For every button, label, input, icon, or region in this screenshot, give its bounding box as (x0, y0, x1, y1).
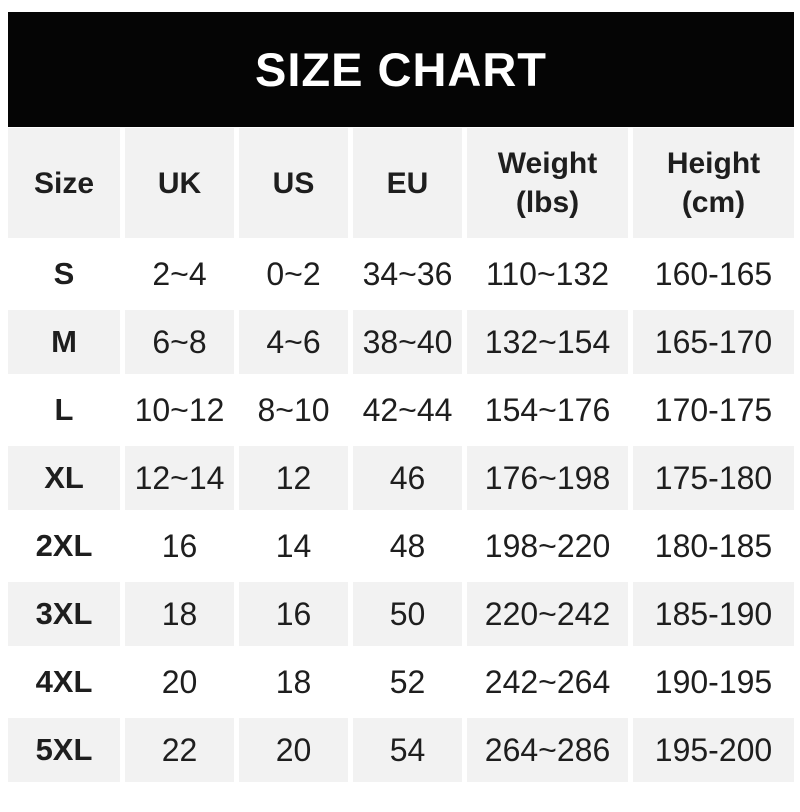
size-chart-banner: SIZE CHART (8, 12, 794, 127)
cell-size: 4XL (8, 650, 120, 714)
cell-us: 16 (239, 582, 348, 646)
cell-eu: 42~44 (353, 378, 462, 442)
page-title: SIZE CHART (255, 43, 547, 96)
cell-eu: 46 (353, 446, 462, 510)
cell-size: L (8, 378, 120, 442)
cell-weight: 176~198 (467, 446, 628, 510)
cell-height: 190-195 (633, 650, 794, 714)
cell-uk: 2~4 (125, 242, 234, 306)
cell-eu: 38~40 (353, 310, 462, 374)
cell-us: 8~10 (239, 378, 348, 442)
cell-weight: 242~264 (467, 650, 628, 714)
cell-us: 4~6 (239, 310, 348, 374)
cell-uk: 20 (125, 650, 234, 714)
header-cell-eu: EU (353, 128, 462, 238)
cell-weight: 220~242 (467, 582, 628, 646)
cell-uk: 12~14 (125, 446, 234, 510)
cell-eu: 52 (353, 650, 462, 714)
cell-us: 18 (239, 650, 348, 714)
cell-size: 3XL (8, 582, 120, 646)
cell-eu: 34~36 (353, 242, 462, 306)
size-table: Size UK US EU Weight (lbs) Height (cm) S… (8, 128, 794, 782)
cell-weight: 154~176 (467, 378, 628, 442)
cell-height: 160-165 (633, 242, 794, 306)
header-cell-uk: UK (125, 128, 234, 238)
cell-size: 5XL (8, 718, 120, 782)
cell-eu: 54 (353, 718, 462, 782)
header-cell-us: US (239, 128, 348, 238)
cell-size: S (8, 242, 120, 306)
cell-weight: 264~286 (467, 718, 628, 782)
cell-height: 165-170 (633, 310, 794, 374)
cell-uk: 18 (125, 582, 234, 646)
cell-weight: 110~132 (467, 242, 628, 306)
cell-height: 170-175 (633, 378, 794, 442)
cell-uk: 6~8 (125, 310, 234, 374)
header-cell-height: Height (cm) (633, 128, 794, 238)
cell-weight: 198~220 (467, 514, 628, 578)
cell-height: 185-190 (633, 582, 794, 646)
cell-height: 195-200 (633, 718, 794, 782)
header-cell-size: Size (8, 128, 120, 238)
cell-size: M (8, 310, 120, 374)
cell-eu: 50 (353, 582, 462, 646)
header-cell-weight: Weight (lbs) (467, 128, 628, 238)
cell-height: 175-180 (633, 446, 794, 510)
cell-eu: 48 (353, 514, 462, 578)
cell-us: 0~2 (239, 242, 348, 306)
cell-size: 2XL (8, 514, 120, 578)
cell-uk: 10~12 (125, 378, 234, 442)
cell-size: XL (8, 446, 120, 510)
cell-us: 14 (239, 514, 348, 578)
cell-uk: 16 (125, 514, 234, 578)
cell-height: 180-185 (633, 514, 794, 578)
cell-uk: 22 (125, 718, 234, 782)
cell-us: 20 (239, 718, 348, 782)
cell-weight: 132~154 (467, 310, 628, 374)
cell-us: 12 (239, 446, 348, 510)
